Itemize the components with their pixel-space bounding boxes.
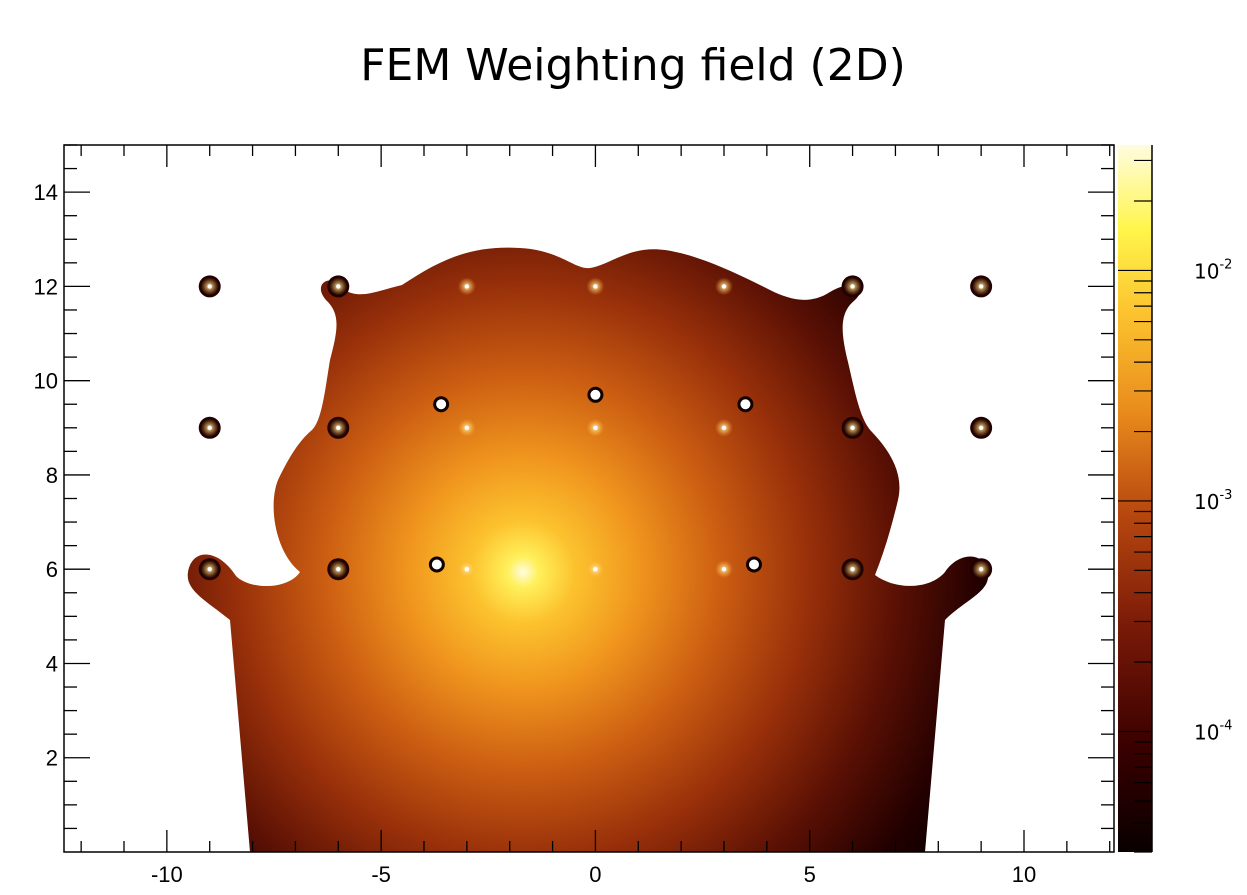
electrode-point [336,425,341,430]
x-tick-label: 5 [804,862,816,887]
heatmap-area [187,247,993,852]
electrode-point [593,284,598,289]
electrode-point [207,425,212,430]
electrode-point [850,425,855,430]
electrode-point [593,425,598,430]
y-axis: 2 4 6 8 10 12 14 [34,144,1114,830]
electrode-point [593,567,598,572]
electrode-point [721,567,727,572]
field-region [187,247,989,852]
void-point [431,559,442,570]
x-tick-label: -5 [371,862,391,887]
chart-title: FEM Weighting field (2D) [360,40,906,91]
void-point [749,559,759,570]
y-tick-label: 2 [46,746,58,771]
colorbar [1118,145,1152,852]
electrode-point [978,425,984,430]
electrode-point [464,284,470,289]
colorbar-tick-label: 10-4 [1194,718,1232,744]
x-tick-label: 10 [1012,862,1036,887]
x-tick-label: 0 [589,862,601,887]
electrode-point [850,284,855,289]
y-tick-label: 8 [46,463,58,488]
electrode-point [721,425,727,430]
y-tick-label: 4 [46,651,58,676]
electrode-point [978,284,984,289]
electrode-point [336,284,341,289]
electrode-point [207,567,212,572]
electrode-point [978,567,984,572]
x-tick-label: -10 [151,862,183,887]
electrode-point [850,567,855,572]
colorbar-ticks: 10-2 10-3 10-4 [1118,159,1232,853]
void-point [590,389,601,400]
electrode-point [207,284,212,289]
void-point [740,399,751,410]
electrodes [198,275,993,581]
electrode-point [721,284,727,289]
colorbar-tick-label: 10-3 [1194,488,1232,514]
colorbar-tick-label: 10-2 [1194,257,1232,283]
y-tick-label: 12 [34,274,58,299]
y-tick-label: 10 [34,369,58,394]
electrode-point [464,425,470,430]
void-points [428,386,762,573]
electrode-point [464,567,470,572]
y-tick-label: 14 [34,180,58,205]
void-point [436,399,447,410]
y-tick-label: 6 [46,557,58,582]
x-axis: -10 -5 0 5 10 [80,145,1111,887]
electrode-point [336,567,341,572]
